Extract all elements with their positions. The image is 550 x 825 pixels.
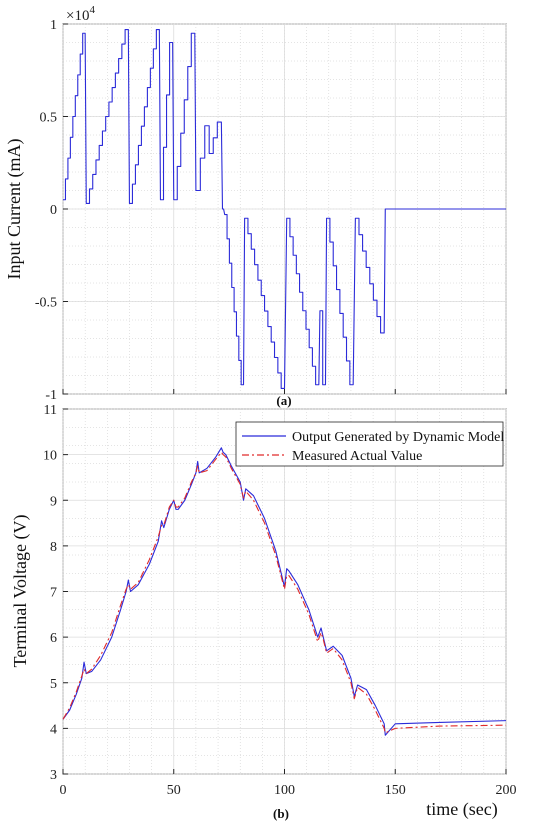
panel-a-y-exponent-power: 4 xyxy=(89,4,95,16)
panel-a-input-current: -1 -0.5 0 0.5 1 ×104 Input Current (mA) (a) xyxy=(4,4,507,408)
panel-b-y-tick-label: 11 xyxy=(44,403,57,418)
legend-box xyxy=(235,421,504,467)
panel-b-y-tick-label: 9 xyxy=(50,494,57,509)
panel-a-grid xyxy=(62,23,507,395)
panel-b-x-tick-label: 50 xyxy=(167,783,181,798)
panel-b-y-tick-label: 7 xyxy=(50,586,57,601)
panel-b-series-line-1 xyxy=(62,451,507,734)
panel-b-y-tick-label: 3 xyxy=(50,768,57,783)
panel-a-y-axis-label: Input Current (mA) xyxy=(4,139,25,280)
legend-entry-dynamic-model: Output Generated by Dynamic Model xyxy=(292,430,504,445)
panel-b-y-axis-label: Terminal Voltage (V) xyxy=(10,514,31,667)
panel-a-y-tick-label: 0.5 xyxy=(40,111,58,126)
panel-b-y-tick-label: 10 xyxy=(43,449,57,464)
panel-b-y-tick-label: 6 xyxy=(50,631,57,646)
panel-b-ticks: 0 50 100 150 200 3 4 5 6 7 8 9 10 11 xyxy=(43,403,517,798)
panel-a-y-tick-label: -1 xyxy=(45,388,57,403)
panel-a-series-line-0 xyxy=(63,29,506,389)
panel-b-y-tick-label: 5 xyxy=(50,677,57,692)
panel-b-x-tick-label: 0 xyxy=(60,783,67,798)
panel-b-y-tick-label: 8 xyxy=(50,540,57,555)
legend-entry-measured-value: Measured Actual Value xyxy=(292,449,422,464)
panel-b-x-tick-label: 150 xyxy=(385,783,406,798)
panel-a-y-tick-label: -0.5 xyxy=(35,296,57,311)
panel-b-series-line-0 xyxy=(62,447,507,736)
panel-a-y-tick-label: 0 xyxy=(50,203,57,218)
panel-a-ticks: -1 -0.5 0 0.5 1 xyxy=(35,18,507,403)
panel-b-label: (b) xyxy=(273,806,289,821)
panel-a-series xyxy=(63,29,506,389)
panel-b-x-axis-label: time (sec) xyxy=(426,799,497,820)
panel-b-x-tick-label: 200 xyxy=(496,783,517,798)
panel-b-y-tick-label: 4 xyxy=(50,722,57,737)
legend: Output Generated by Dynamic Model Measur… xyxy=(235,421,504,467)
panel-a-y-exponent-base: ×10 xyxy=(66,8,89,24)
panel-a-label: (a) xyxy=(276,393,291,408)
panel-a-y-exponent: ×104 xyxy=(66,4,95,24)
panel-b-terminal-voltage: 0 50 100 150 200 3 4 5 6 7 8 9 10 11 Terminal Voltage… xyxy=(10,403,517,821)
panel-a-y-tick-label: 1 xyxy=(50,18,57,33)
panel-b-series xyxy=(62,447,507,736)
panel-b-x-tick-label: 100 xyxy=(274,783,295,798)
